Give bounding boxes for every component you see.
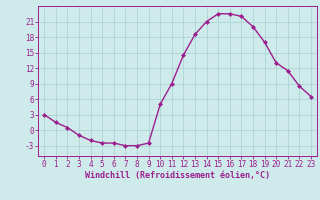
X-axis label: Windchill (Refroidissement éolien,°C): Windchill (Refroidissement éolien,°C) xyxy=(85,171,270,180)
